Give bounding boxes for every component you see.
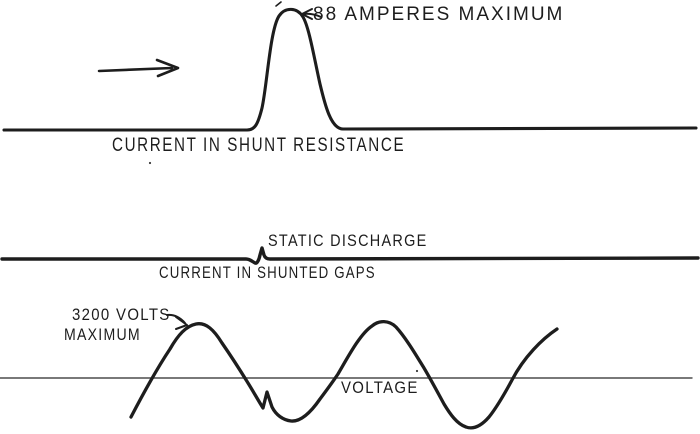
voltage-peak-label-line2: MAXIMUM [64, 325, 141, 344]
peak-current-label: 88 AMPERES MAXIMUM [313, 4, 565, 25]
volts-pointer-arrow-icon [166, 313, 188, 330]
shunted-gaps-caption: CURRENT IN SHUNTED GAPS [159, 263, 376, 282]
scan-speck [415, 369, 419, 373]
voltage-wave-trace [129, 319, 559, 430]
scan-speck [275, 1, 282, 7]
shunted-gaps-trace [0, 246, 700, 265]
static-discharge-label: STATIC DISCHARGE [268, 231, 428, 250]
shunt-current-trace [2, 7, 698, 132]
peak-pointer-arrow-icon [301, 8, 322, 20]
shunt-resistance-caption: CURRENT IN SHUNT RESISTANCE [112, 135, 406, 156]
direction-arrow-icon [97, 58, 180, 78]
voltage-peak-label-line1: 3200 VOLTS [72, 305, 171, 324]
scan-speck [148, 161, 152, 165]
voltage-caption: VOLTAGE [341, 378, 419, 397]
